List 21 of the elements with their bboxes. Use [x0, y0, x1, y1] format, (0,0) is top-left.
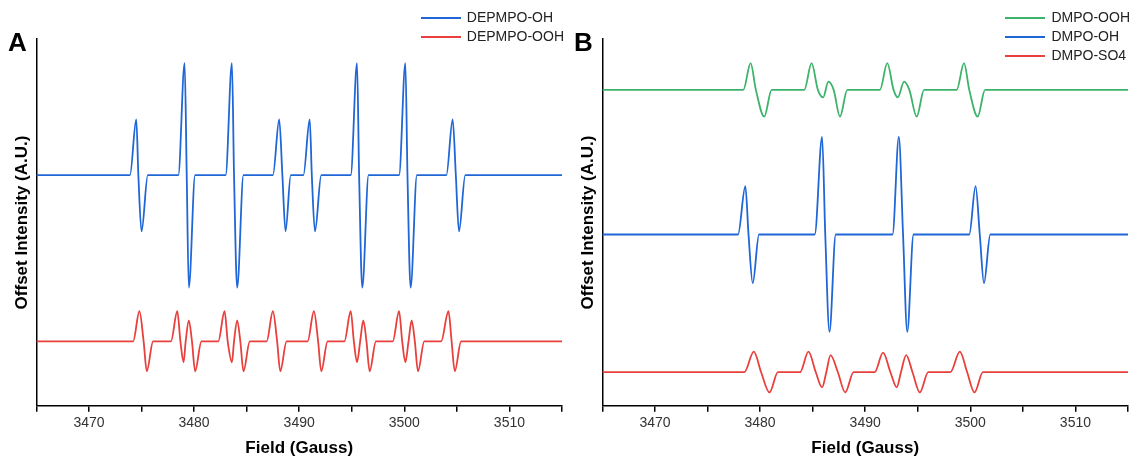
- x-tick-label: 3470: [73, 414, 105, 431]
- x-axis-title: Field (Gauss): [245, 438, 354, 458]
- y-axis-title: Offset Intensity (A.U.): [577, 135, 597, 310]
- x-tick-label: 3490: [283, 414, 315, 431]
- x-tick-label: 3500: [954, 414, 987, 431]
- y-axis-title: Offset Intensity (A.U.): [11, 135, 31, 310]
- x-tick-label: 3490: [849, 414, 881, 431]
- x-axis-title: Field (Gauss): [811, 438, 920, 458]
- legend-label: DEPMPO-OH: [466, 8, 554, 27]
- x-tick-label: 3470: [639, 414, 671, 431]
- legend-label: DEPMPO-OOH: [466, 27, 564, 46]
- legend-label: DMPO-SO4: [1051, 46, 1127, 65]
- chart-title: B: [574, 26, 593, 57]
- x-tick-label: 3480: [744, 414, 776, 431]
- x-tick-label: 3510: [1059, 414, 1092, 431]
- chart-title: A: [8, 26, 27, 57]
- x-tick-label: 3480: [178, 414, 210, 431]
- x-tick-label: 3510: [493, 414, 526, 431]
- legend-label: DMPO-OH: [1051, 27, 1120, 46]
- x-tick-label: 3500: [388, 414, 421, 431]
- legend-label: DMPO-OOH: [1051, 8, 1130, 27]
